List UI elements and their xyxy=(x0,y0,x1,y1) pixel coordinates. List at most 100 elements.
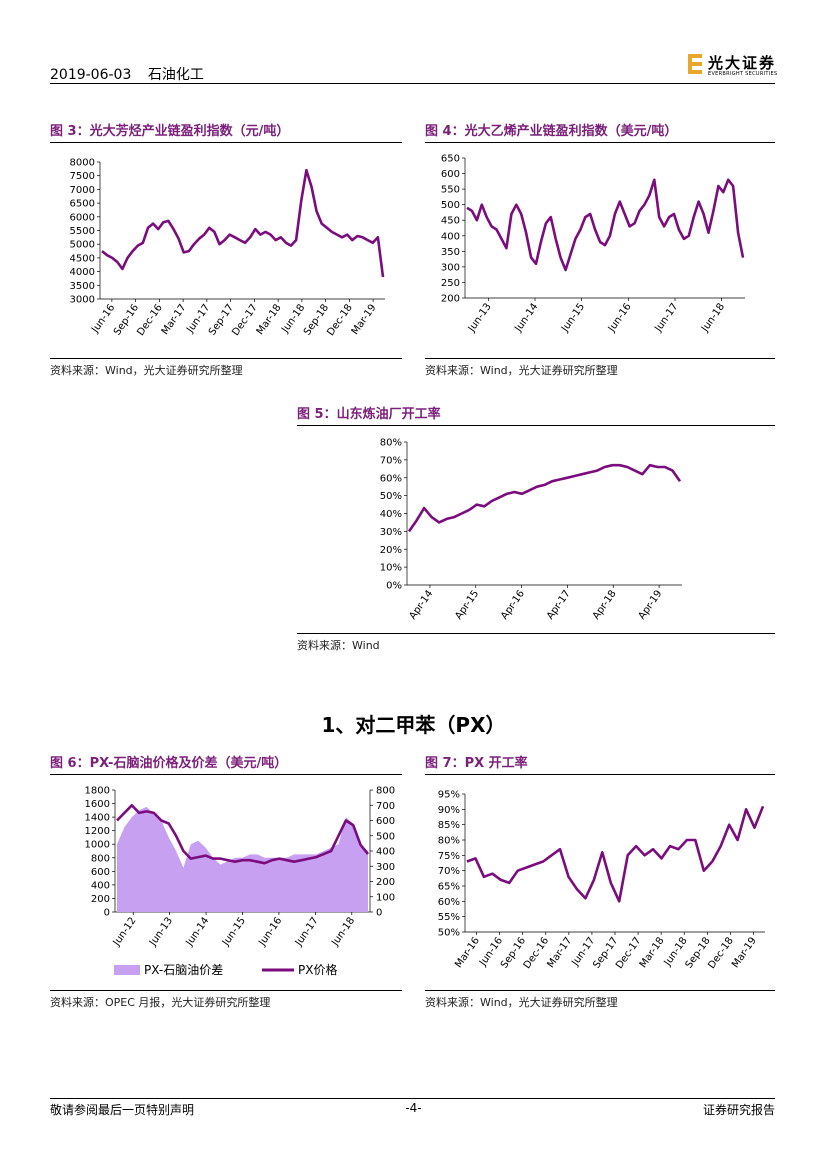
y-tick-label: 60% xyxy=(380,473,402,484)
figure-6-chart: 0 200 400 600 800 1000 1200 1400 1600 1800 0 100 200… xyxy=(50,780,402,985)
y-tick-label: 250 xyxy=(441,278,460,289)
y-tick-label: 1400 xyxy=(85,813,110,824)
figure-7-source: 资料来源：Wind，光大证券研究所整理 xyxy=(425,996,618,1009)
x-tick-label: Jun-16 xyxy=(256,915,284,948)
y-tick-label: 60% xyxy=(438,897,460,908)
x-tick-label: Mar-17 xyxy=(160,302,189,337)
y-tick-label: 50% xyxy=(438,928,460,939)
legend-area-swatch xyxy=(114,965,140,975)
y-tick-label: 65% xyxy=(438,882,460,893)
figure-4-bottom-rule xyxy=(425,358,775,359)
footer-disclaimer: 敬请参阅最后一页特别声明 xyxy=(50,1103,195,1117)
figure-3-title: 图 3：光大芳烃产业链盈利指数（元/吨） xyxy=(50,124,290,139)
series-line xyxy=(466,178,745,272)
x-tick-label: Dec-18 xyxy=(325,302,354,338)
y-tick-label: 10% xyxy=(380,563,402,574)
y-tick-label: 5500 xyxy=(70,226,95,237)
report-date: 2019-06-03 xyxy=(50,67,132,83)
y-tick-label: 8000 xyxy=(70,158,95,169)
y-tick-label: 600 xyxy=(91,867,110,878)
y-tick-label: 7500 xyxy=(70,171,95,182)
figure-6-bottom-rule xyxy=(50,990,402,991)
chart-svg: 3000 3500 4000 4500 5000 5500 6000 6500 7000 7500… xyxy=(70,158,385,338)
y-tick-label: 6500 xyxy=(70,199,95,210)
figure-4-chart: 200 250 300 350 400 450 500 550 600 650 Jun-13 Jun-… xyxy=(425,150,775,350)
y-tick-label: 350 xyxy=(441,247,460,258)
y2-tick-label: 200 xyxy=(376,877,395,888)
x-tick-label: Apr-15 xyxy=(453,588,481,621)
x-tick-label: Mar-16 xyxy=(453,935,482,970)
x-tick-label: Jun-14 xyxy=(184,915,212,948)
y-tick-label: 0% xyxy=(386,581,402,592)
y-tick-label: 80% xyxy=(380,438,402,449)
x-tick-label: Jun-14 xyxy=(513,301,541,334)
y-tick-label: 0 xyxy=(104,908,110,919)
logo-english-name: EVERBRIGHT SECURITIES xyxy=(708,71,778,77)
figure-4-source: 资料来源：Wind，光大证券研究所整理 xyxy=(425,364,618,377)
page-number: -4- xyxy=(405,1101,422,1115)
x-tick-label: Apr-16 xyxy=(499,588,527,621)
y-tick-label: 4500 xyxy=(70,253,95,264)
series-line xyxy=(407,463,682,533)
x-tick-label: Jun-18 xyxy=(329,915,357,948)
y2-tick-label: 300 xyxy=(376,862,395,873)
x-tick-label: Apr-18 xyxy=(591,588,619,621)
y-tick-label: 80% xyxy=(438,836,460,847)
figure-3-source: 资料来源：Wind，光大证券研究所整理 xyxy=(50,364,243,377)
y-tick-label: 75% xyxy=(438,851,460,862)
section-heading: 1、对二甲苯（PX） xyxy=(321,713,506,737)
x-tick-label: Apr-19 xyxy=(637,588,665,621)
y-tick-label: 3000 xyxy=(70,295,95,306)
figure-5-title: 图 5：山东炼油厂开工率 xyxy=(297,407,441,422)
y-tick-label: 1000 xyxy=(85,840,110,851)
x-tick-label: Jun-13 xyxy=(147,915,175,948)
y2-tick-label: 100 xyxy=(376,892,395,903)
x-tick-label: Dec-17 xyxy=(230,302,259,338)
chart-svg: 0 200 400 600 800 1000 1200 1400 1600 1800 0 100 200… xyxy=(85,786,396,978)
figure-3-bottom-rule xyxy=(50,358,402,359)
legend-label-price: PX价格 xyxy=(298,962,337,977)
y-tick-label: 550 xyxy=(441,185,460,196)
logo-name: 光大证券 xyxy=(708,54,777,72)
logo-mark-icon xyxy=(688,54,702,74)
x-tick-label: Jun-17 xyxy=(653,301,681,334)
series-line xyxy=(101,168,385,278)
y-tick-label: 1800 xyxy=(85,786,110,797)
figure-5-bottom-rule xyxy=(297,633,775,634)
figure-5-source: 资料来源：Wind xyxy=(297,639,380,652)
y-tick-label: 1600 xyxy=(85,799,110,810)
x-tick-label: Apr-17 xyxy=(545,588,573,621)
x-tick-label: Jun-13 xyxy=(466,301,494,334)
x-tick-label: Mar-18 xyxy=(255,302,284,337)
y-tick-label: 400 xyxy=(441,231,460,242)
x-tick-label: Jun-16 xyxy=(606,301,634,334)
legend-label-spread: PX-石脑油价差 xyxy=(144,963,223,977)
y-tick-label: 85% xyxy=(438,820,460,831)
y2-tick-label: 400 xyxy=(376,847,395,858)
y-tick-label: 7000 xyxy=(70,185,95,196)
figure-3-chart: 3000 3500 4000 4500 5000 5500 6000 6500 7000 7500… xyxy=(50,150,402,350)
series-line xyxy=(466,805,765,903)
y-tick-label: 4000 xyxy=(70,267,95,278)
y-tick-label: 400 xyxy=(91,880,110,891)
y-tick-label: 800 xyxy=(91,853,110,864)
x-tick-label: Mar-19 xyxy=(350,302,379,337)
y2-tick-label: 500 xyxy=(376,831,395,842)
figure-7-chart: 50% 55% 60% 65% 70% 75% 80% 85% 90% 95% Mar-16 Jun-… xyxy=(425,780,775,985)
y-tick-label: 6000 xyxy=(70,212,95,223)
chart-svg: 50%55%60%65%70%75%80%85%90%95%Mar-16Jun-… xyxy=(438,790,765,971)
y-tick-label: 500 xyxy=(441,200,460,211)
x-tick-label: Mar-19 xyxy=(730,935,759,970)
y2-tick-label: 0 xyxy=(376,908,382,919)
figure-5-chart: 0% 10% 20% 30% 40% 50% 60% 70% 80% Apr-14 Apr-15 Ap… xyxy=(297,432,775,630)
company-logo: 光大证券 EVERBRIGHT SECURITIES xyxy=(688,52,778,78)
y-tick-label: 90% xyxy=(438,805,460,816)
y-tick-label: 55% xyxy=(438,912,460,923)
x-tick-label: Mar-17 xyxy=(545,935,574,970)
report-category: 石油化工 xyxy=(147,67,204,83)
y-tick-label: 30% xyxy=(380,527,402,538)
figure-3-top-rule xyxy=(50,142,402,143)
chart-svg: 0% 10% 20% 30% 40% 50% 60% 70% 80% Apr-14 Apr-15 Ap… xyxy=(380,438,682,622)
y-tick-label: 70% xyxy=(380,455,402,466)
y-tick-label: 1200 xyxy=(85,826,110,837)
